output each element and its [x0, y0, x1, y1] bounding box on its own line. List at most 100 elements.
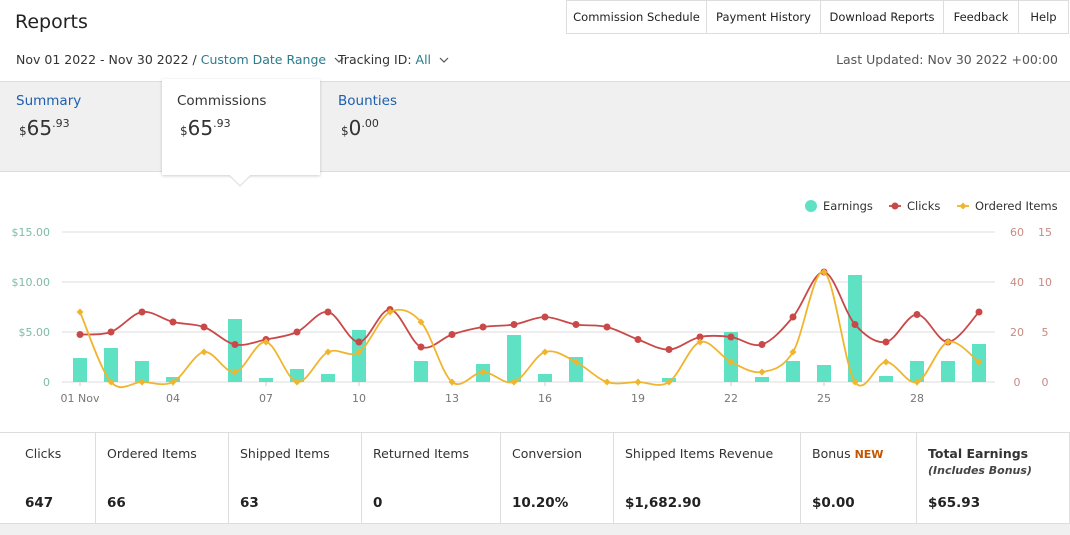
point: [169, 378, 177, 386]
y-tick-label: $5.00: [19, 326, 51, 339]
x-tick-label: 04: [166, 392, 180, 405]
nav-button[interactable]: Commission Schedule: [566, 0, 707, 34]
stat-label: Shipped Items Revenue: [625, 446, 773, 461]
bar: [259, 378, 273, 382]
amount-fraction: .93: [52, 117, 70, 130]
bar: [755, 377, 769, 382]
x-tick-label: 28: [910, 392, 924, 405]
tab-label[interactable]: Bounties: [338, 93, 398, 109]
stat-label: Total Earnings: [928, 446, 1028, 461]
y3-tick-label: 10: [1038, 276, 1052, 289]
stat-label: Bonus NEW: [812, 446, 883, 461]
y-tick-label: 0: [43, 376, 50, 389]
stat-value: $65.93: [928, 495, 981, 511]
stat-cell: Returned Items 0: [362, 432, 501, 523]
legend-swatch: [805, 200, 817, 212]
tab-amount: $65.93: [180, 116, 231, 140]
chevron: [334, 57, 344, 63]
x-tick-label: 25: [817, 392, 831, 405]
point: [665, 378, 673, 386]
point: [634, 336, 642, 343]
chart: 0 $5.00 $10.00 $15.00 0 20 40 60 0 5 10 15 01 Nov 04 0…: [12, 174, 1058, 405]
x-tick-label: 01 Nov: [61, 392, 100, 405]
y2-tick-label: 20: [1010, 326, 1024, 339]
currency: $: [19, 124, 27, 138]
bar: [817, 365, 831, 382]
tab-label[interactable]: Commissions: [177, 93, 267, 109]
bar: [228, 319, 242, 382]
point: [975, 358, 983, 366]
nav-button[interactable]: Payment History: [706, 0, 821, 34]
nav-button[interactable]: Feedback: [943, 0, 1019, 34]
point: [572, 358, 580, 366]
bar: [538, 374, 552, 382]
point: [820, 268, 828, 276]
nav-button[interactable]: Download Reports: [820, 0, 944, 34]
stat-value: 10.20%: [512, 495, 569, 511]
tab-pointer: [228, 174, 252, 187]
bar: [879, 376, 893, 382]
point: [696, 333, 704, 341]
point: [510, 378, 518, 386]
point: [231, 368, 239, 376]
amount-fraction: .00: [361, 117, 379, 130]
legend-swatch: [891, 202, 899, 210]
x-tick-label: 19: [631, 392, 645, 405]
date-link[interactable]: Custom Date Range: [200, 52, 327, 67]
stat-label-text: Total Earnings: [928, 446, 1029, 461]
point: [727, 333, 735, 341]
nav-button[interactable]: Help: [1018, 0, 1069, 34]
point: [200, 323, 208, 331]
point: [200, 348, 208, 356]
point: [758, 368, 766, 376]
stat-label-text: Shipped Items: [240, 446, 330, 461]
point: [789, 313, 797, 321]
stat-note: (Includes Bonus): [928, 464, 1032, 477]
y3-tick-label: 5: [1042, 326, 1049, 339]
point: [882, 358, 890, 366]
point: [107, 378, 115, 386]
tab-amount: $65.93: [19, 116, 70, 140]
stat-label-text: Returned Items: [373, 446, 470, 461]
currency: $: [341, 124, 349, 138]
stat-label: Clicks: [25, 446, 61, 461]
tab-strip: [0, 81, 1070, 172]
point: [76, 308, 84, 316]
point: [510, 321, 518, 328]
chevron: [439, 57, 449, 63]
bar: [848, 275, 862, 382]
y2-tick-label: 40: [1010, 276, 1024, 289]
bar: [352, 330, 366, 382]
point: [417, 343, 425, 351]
tab-label[interactable]: Summary: [16, 93, 82, 109]
point: [603, 378, 611, 386]
point: [944, 338, 952, 346]
stat-label-text: Clicks: [25, 446, 62, 461]
new-badge: NEW: [854, 448, 884, 461]
legend-label: Ordered Items: [975, 199, 1058, 213]
stat-cell: Shipped Items Revenue $1,682.90: [614, 432, 801, 523]
point: [386, 308, 394, 316]
bar: [290, 369, 304, 382]
stat-cell: Ordered Items 66: [96, 432, 229, 523]
bar: [910, 361, 924, 382]
date-text: Nov 01 2022 - Nov 30 2022 /: [16, 52, 197, 67]
stat-cell: Conversion 10.20%: [501, 432, 614, 523]
tracking[interactable]: Tracking ID: All: [338, 52, 449, 67]
tracking-value: All: [415, 52, 432, 67]
bar: [135, 361, 149, 382]
stat-cell: Shipped Items 63: [229, 432, 362, 523]
y2-tick-label: 60: [1010, 226, 1024, 239]
point: [262, 338, 270, 346]
point: [541, 313, 549, 321]
stat-value: 63: [240, 495, 259, 511]
point: [882, 338, 890, 346]
point: [665, 346, 673, 353]
point: [324, 348, 332, 356]
point: [975, 308, 983, 316]
x-tick-label: 13: [445, 392, 459, 405]
point: [479, 323, 487, 331]
stat-value: $1,682.90: [625, 495, 702, 511]
bar: [104, 348, 118, 382]
